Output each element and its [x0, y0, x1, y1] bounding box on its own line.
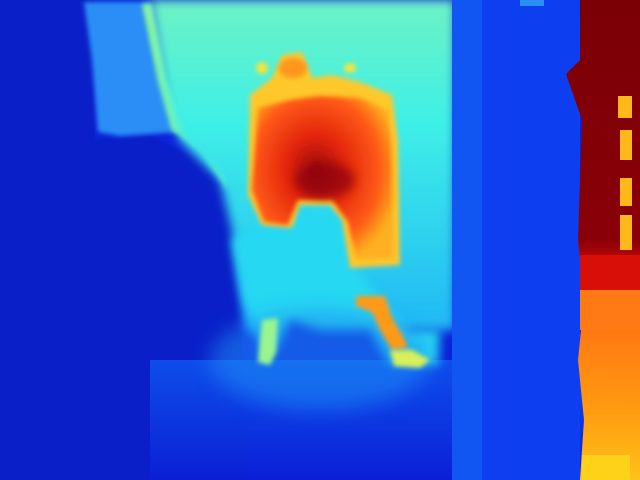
right-edge-strip: [566, 0, 640, 480]
left-panel-region: [84, 2, 180, 136]
near-object-group: [248, 52, 400, 268]
right-strip-orange-band: [580, 290, 640, 330]
right-strip-yellow-band: [582, 455, 630, 480]
right-column-shade: [452, 0, 482, 480]
right-strip-highlights: [618, 96, 632, 250]
right-strip-red-band: [580, 255, 640, 290]
top-right-speck: [520, 0, 544, 6]
bottom-yellow-patch: [390, 350, 430, 368]
bottom-warm-patch: [356, 296, 408, 350]
bottom-green-leg: [258, 318, 278, 365]
